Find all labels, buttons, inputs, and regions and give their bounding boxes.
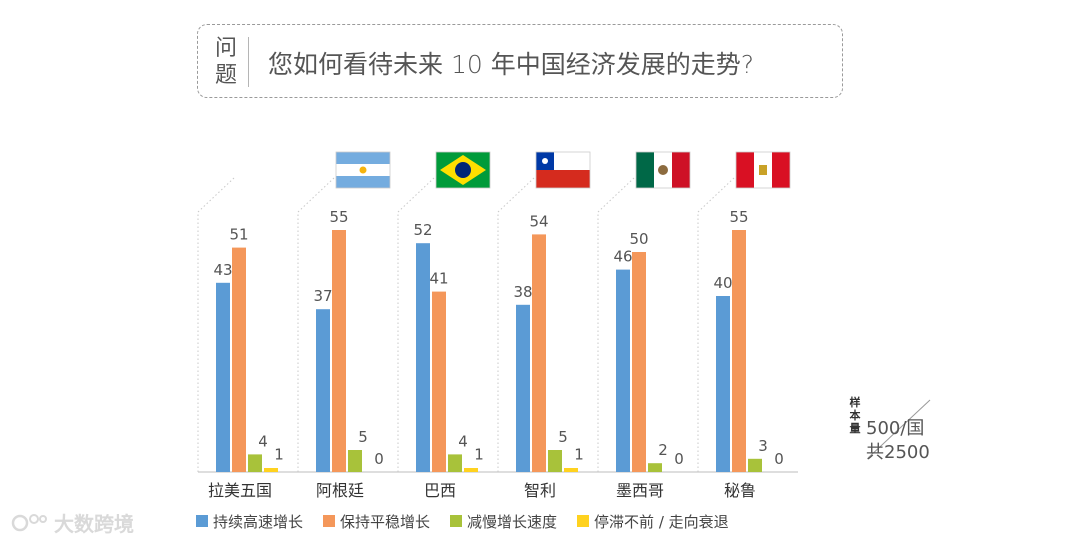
group-separator [697, 177, 735, 472]
category-label: 秘鲁 [724, 481, 756, 500]
bar [732, 230, 746, 472]
data-label: 41 [429, 270, 448, 288]
legend-item: 保持平稳增长 [323, 511, 430, 532]
bar [248, 454, 262, 472]
bar [432, 291, 446, 472]
chart-legend: 持续高速增长 保持平稳增长 减慢增长速度 停滞不前 / 走向衰退 [196, 510, 729, 532]
legend-label: 停滞不前 / 走向衰退 [594, 512, 729, 531]
category-label: 巴西 [424, 481, 456, 500]
category-label: 拉美五国 [208, 481, 272, 500]
bar [416, 243, 430, 472]
bar [464, 468, 478, 472]
bar [548, 450, 562, 472]
bar [448, 454, 462, 472]
data-label: 4 [258, 432, 268, 450]
legend-label: 减慢增长速度 [467, 512, 558, 531]
data-label: 37 [313, 287, 332, 305]
legend-item: 持续高速增长 [196, 511, 303, 532]
legend-item: 停滞不前 / 走向衰退 [577, 511, 729, 532]
category-label: 智利 [524, 481, 556, 500]
data-label: 51 [229, 226, 248, 244]
data-label: 38 [513, 283, 532, 301]
bar [316, 309, 330, 472]
group-separator [397, 177, 435, 472]
legend-label: 持续高速增长 [213, 512, 304, 531]
category-label: 墨西哥 [616, 481, 664, 500]
legend-swatch [323, 515, 336, 527]
data-label: 55 [729, 208, 748, 226]
bar [564, 468, 578, 472]
sample-total: 共2500 [866, 442, 930, 463]
data-label: 50 [629, 230, 648, 248]
brazil-flag-icon [435, 151, 491, 189]
data-label: 3 [758, 437, 768, 455]
bar [264, 468, 278, 472]
data-label: 0 [774, 450, 784, 468]
bar [532, 234, 546, 472]
sample-divider [867, 399, 931, 459]
data-label: 5 [358, 428, 368, 446]
bar [648, 463, 662, 472]
mexico-flag-icon [635, 151, 691, 189]
legend-item: 减慢增长速度 [450, 511, 557, 532]
bar [332, 230, 346, 472]
data-label: 0 [674, 450, 684, 468]
data-label: 1 [274, 446, 284, 464]
category-label: 阿根廷 [316, 481, 364, 500]
watermark: 大数跨境 [10, 508, 134, 537]
peru-flag-icon [735, 151, 791, 189]
data-label: 55 [329, 208, 348, 226]
question-divider [248, 37, 249, 87]
question-box: 问题 您如何看待未来 10 年中国经济发展的走势? [197, 24, 843, 98]
data-label: 1 [474, 446, 484, 464]
data-label: 40 [713, 274, 732, 292]
legend-swatch [196, 515, 208, 527]
sample-size-note: 样本量 500/国 共2500 [848, 396, 938, 466]
bar [716, 296, 730, 472]
chile-flag-icon [535, 151, 591, 189]
legend-swatch [450, 515, 463, 527]
group-separator [297, 177, 335, 472]
data-label: 5 [558, 428, 568, 446]
bar [232, 247, 246, 472]
group-separator [497, 177, 535, 472]
bar [632, 252, 646, 472]
data-label: 4 [458, 432, 468, 450]
question-label: 问题 [214, 36, 237, 88]
sample-tag: 样本量 [849, 396, 861, 435]
question-text: 您如何看待未来 10 年中国经济发展的走势? [268, 50, 754, 79]
bar [616, 269, 630, 472]
legend-swatch [577, 515, 590, 527]
sample-per-country: 500/国 [866, 418, 925, 439]
brand-logo-icon [11, 513, 47, 531]
argentina-flag-icon [335, 151, 391, 189]
data-label: 52 [413, 221, 432, 239]
data-label: 46 [613, 248, 632, 266]
bar [348, 450, 362, 472]
legend-label: 保持平稳增长 [340, 512, 431, 531]
bar [516, 304, 530, 472]
data-label: 1 [574, 446, 584, 464]
watermark-text: 大数跨境 [54, 512, 134, 536]
group-separator [597, 177, 635, 472]
data-label: 2 [658, 441, 668, 459]
bar [216, 282, 230, 472]
data-label: 54 [529, 212, 548, 230]
data-label: 0 [374, 450, 384, 468]
group-separator [197, 177, 235, 472]
data-label: 43 [213, 261, 232, 279]
bar [748, 458, 762, 472]
